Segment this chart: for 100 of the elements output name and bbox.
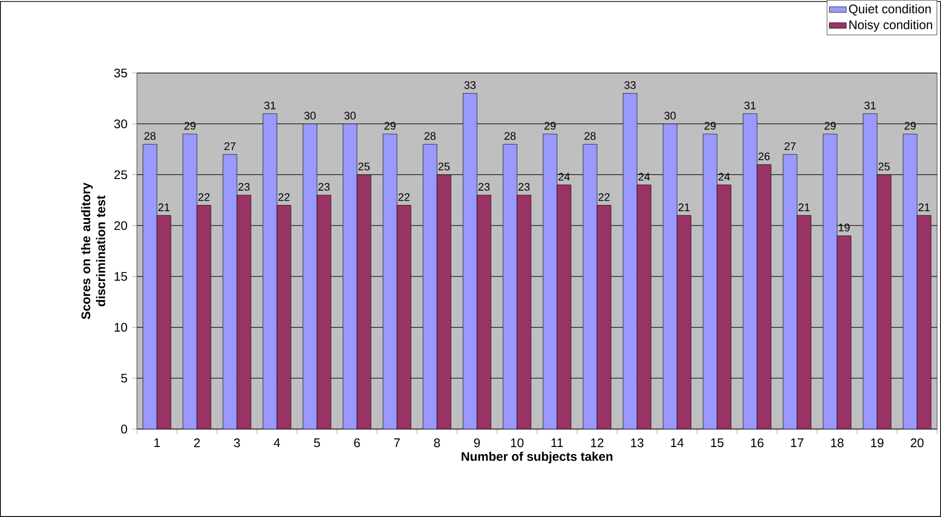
data-label: 28 bbox=[424, 132, 436, 140]
y-tick-label: 20 bbox=[114, 221, 128, 230]
bar bbox=[542, 134, 558, 430]
data-label: 23 bbox=[518, 182, 530, 191]
y-tick-label: 0 bbox=[121, 424, 128, 434]
data-label: 21 bbox=[798, 203, 810, 212]
x-tick-label: 13 bbox=[631, 438, 644, 448]
x-tick-label: 12 bbox=[591, 438, 604, 448]
bar bbox=[822, 134, 838, 430]
x-tick-label: 5 bbox=[314, 438, 320, 448]
bar bbox=[556, 184, 572, 430]
data-label: 30 bbox=[664, 112, 676, 120]
data-label: 28 bbox=[144, 132, 156, 140]
x-axis-title: Number of subjects taken bbox=[462, 452, 612, 464]
bar bbox=[436, 174, 452, 430]
x-tick-label: 3 bbox=[234, 438, 240, 448]
data-label: 23 bbox=[238, 182, 250, 191]
bar bbox=[916, 215, 932, 430]
data-label: 33 bbox=[464, 81, 476, 89]
y-tick-label: 30 bbox=[114, 119, 128, 128]
bar bbox=[636, 184, 652, 430]
data-label: 31 bbox=[864, 102, 876, 110]
bar bbox=[502, 144, 518, 430]
bar bbox=[156, 215, 172, 430]
bar bbox=[742, 113, 758, 430]
x-tick-label: 15 bbox=[711, 438, 724, 448]
data-label: 27 bbox=[784, 142, 796, 150]
data-label: 28 bbox=[504, 132, 516, 140]
data-label: 31 bbox=[264, 102, 276, 110]
x-tick-label: 11 bbox=[552, 438, 563, 447]
bar bbox=[716, 184, 732, 430]
bar bbox=[676, 215, 692, 430]
bar bbox=[516, 194, 532, 430]
data-label: 26 bbox=[758, 152, 770, 160]
bar bbox=[702, 134, 718, 430]
data-label: 21 bbox=[678, 203, 690, 212]
x-tick-label: 16 bbox=[751, 438, 764, 448]
bar bbox=[342, 124, 358, 430]
x-tick-label: 4 bbox=[274, 438, 280, 447]
bar bbox=[182, 134, 198, 430]
data-label: 25 bbox=[438, 162, 450, 170]
data-label: 21 bbox=[918, 203, 930, 212]
y-axis-title: Scores on the auditory discrimination test bbox=[81, 182, 106, 320]
bar bbox=[422, 144, 438, 430]
bar bbox=[222, 154, 238, 430]
data-label: 23 bbox=[318, 182, 330, 191]
bar bbox=[316, 194, 332, 430]
data-label: 25 bbox=[358, 162, 370, 170]
bar bbox=[836, 236, 852, 430]
data-label: 33 bbox=[624, 81, 636, 89]
x-tick-label: 14 bbox=[671, 438, 684, 447]
bar bbox=[236, 194, 252, 430]
data-label: 21 bbox=[158, 203, 170, 212]
bar bbox=[902, 134, 918, 430]
y-tick-label: 10 bbox=[114, 322, 128, 332]
x-tick-label: 10 bbox=[511, 438, 524, 448]
bar bbox=[476, 194, 492, 430]
data-label: 22 bbox=[278, 193, 290, 201]
bar bbox=[276, 205, 292, 430]
bar bbox=[582, 144, 598, 430]
y-tick-label: 25 bbox=[114, 170, 128, 180]
legend-label: Noisy condition bbox=[849, 20, 932, 32]
bar bbox=[382, 134, 398, 430]
bar bbox=[876, 174, 892, 430]
data-label: 30 bbox=[304, 112, 316, 120]
bar bbox=[862, 113, 878, 430]
bar bbox=[356, 174, 372, 430]
x-tick-label: 17 bbox=[791, 438, 804, 447]
y-tick-label: 35 bbox=[114, 68, 128, 78]
data-label: 30 bbox=[344, 112, 356, 120]
bar bbox=[622, 93, 638, 430]
data-label: 22 bbox=[398, 193, 410, 201]
x-tick-label: 2 bbox=[194, 438, 200, 448]
y-tick-label: 15 bbox=[114, 272, 128, 281]
bar bbox=[756, 164, 772, 430]
bar bbox=[662, 124, 678, 430]
x-tick-label: 7 bbox=[394, 438, 400, 447]
x-tick-label: 19 bbox=[871, 438, 884, 448]
x-tick-label: 1 bbox=[154, 438, 160, 447]
bar bbox=[782, 154, 798, 430]
data-label: 28 bbox=[584, 132, 596, 140]
bar bbox=[796, 215, 812, 430]
bar bbox=[302, 124, 318, 430]
x-tick-label: 20 bbox=[910, 438, 924, 448]
bar bbox=[262, 113, 278, 430]
data-label: 22 bbox=[198, 193, 210, 201]
data-label: 27 bbox=[224, 142, 236, 150]
bar bbox=[142, 144, 158, 430]
x-tick-label: 6 bbox=[354, 438, 360, 448]
x-tick-label: 9 bbox=[474, 438, 480, 448]
y-tick-label: 5 bbox=[121, 374, 128, 383]
x-tick-label: 8 bbox=[434, 438, 440, 448]
x-tick-label: 18 bbox=[831, 438, 844, 448]
bar bbox=[396, 205, 412, 430]
legend-label: Quiet condition bbox=[849, 4, 931, 16]
data-label: 23 bbox=[478, 182, 490, 191]
bar bbox=[196, 205, 212, 430]
bar bbox=[462, 93, 478, 430]
bar bbox=[596, 205, 612, 430]
data-label: 25 bbox=[878, 162, 890, 170]
